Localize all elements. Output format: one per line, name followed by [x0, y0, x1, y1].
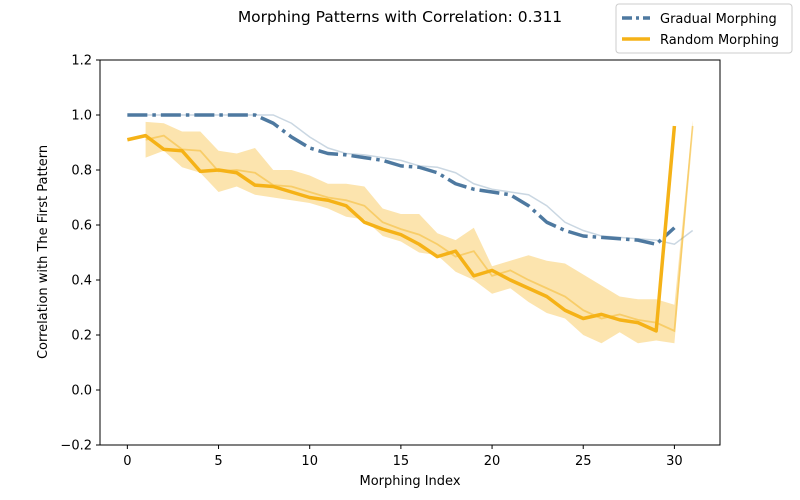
x-tick-label: 10 [301, 454, 318, 469]
plot-frame [99, 59, 721, 446]
x-tick-label: 20 [484, 454, 501, 469]
chart-title: Morphing Patterns with Correlation: 0.31… [238, 8, 562, 26]
series-line-gradual-morphing [127, 113, 676, 246]
y-tick-label: 0.2 [71, 329, 92, 344]
legend-label-gradual-morphing: Gradual Morphing [660, 12, 777, 27]
legend: Gradual Morphing Random Morphing [615, 3, 793, 54]
band-random-morphing [145, 120, 693, 344]
y-tick-label: −0.2 [60, 439, 92, 454]
x-axis-label: Morphing Index [359, 474, 460, 489]
y-tick-label: 0.4 [71, 274, 92, 289]
series-line-random-morphing [126, 125, 677, 333]
y-axis-label: Correlation with The First Pattern [36, 145, 51, 359]
band-line-random-morphing [145, 125, 694, 333]
y-tick-label: 0.6 [71, 219, 92, 234]
plot-area [126, 113, 694, 344]
x-tick-label: 15 [393, 454, 410, 469]
x-tick-label: 25 [575, 454, 592, 469]
legend-label-random-morphing: Random Morphing [660, 33, 779, 48]
y-tick-label: 0.8 [71, 164, 92, 179]
y-tick-label: 0.0 [71, 384, 92, 399]
y-tick-label: 1.2 [71, 54, 92, 69]
axis-ticks: 0 5 10 15 20 25 30 −0.2 0.0 0.2 0.4 0.6 0.8 1.0 1.2 [60, 54, 682, 470]
x-tick-label: 30 [666, 454, 683, 469]
legend-box [615, 3, 793, 54]
x-tick-label: 5 [214, 454, 222, 469]
y-tick-label: 1.0 [71, 109, 92, 124]
x-tick-label: 0 [123, 454, 131, 469]
